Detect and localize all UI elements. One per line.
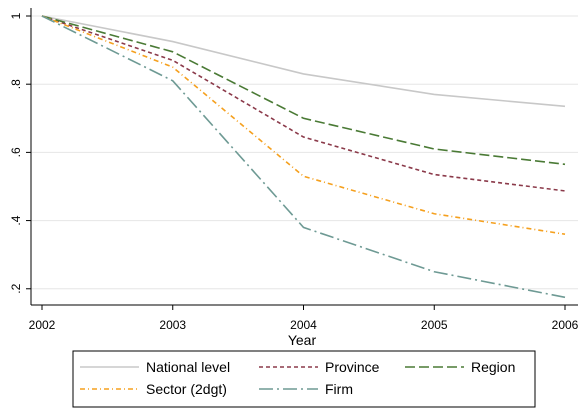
series-line-firm	[41, 15, 566, 299]
legend-label-firm: Firm	[325, 381, 353, 397]
series-lines	[41, 15, 566, 299]
y-tick-label: .6	[9, 147, 23, 157]
x-axis-title: Year	[288, 332, 317, 348]
y-tick-label: .8	[9, 79, 23, 89]
x-tick-label: 2004	[290, 318, 317, 332]
series-line-province	[41, 15, 566, 192]
legend-label-region: Region	[471, 359, 515, 375]
plot-area	[31, 8, 578, 313]
x-axis-ticks: 2002 2003 2004 2005 2006	[29, 305, 579, 332]
x-tick-label: 2006	[552, 318, 579, 332]
y-axis-ticks: .2 .4 .6 .8 1	[9, 12, 31, 294]
x-tick-label: 2002	[29, 318, 56, 332]
x-tick-label: 2005	[421, 318, 448, 332]
legend-label-sector-2dgt: Sector (2dgt)	[146, 381, 227, 397]
y-gridlines	[31, 15, 578, 290]
legend-label-national-level: National level	[146, 359, 230, 375]
series-line-region	[41, 15, 566, 166]
y-tick-label: .4	[9, 215, 23, 225]
legend: National level Province Region Sector (2dgt…	[80, 359, 515, 397]
y-tick-label: .2	[9, 283, 23, 293]
y-tick-label: 1	[9, 12, 23, 19]
x-tick-label: 2003	[159, 318, 186, 332]
legend-box	[72, 350, 536, 408]
series-line-national-level	[41, 15, 566, 108]
legend-label-province: Province	[325, 359, 380, 375]
